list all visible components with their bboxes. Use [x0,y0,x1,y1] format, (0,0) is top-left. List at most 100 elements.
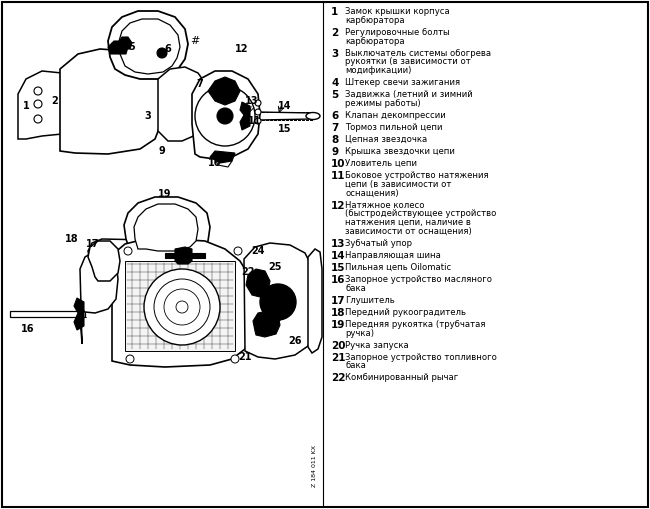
Polygon shape [165,253,205,258]
Text: 9: 9 [331,147,338,157]
Text: 3: 3 [144,111,151,121]
Polygon shape [134,204,198,251]
Text: бака: бака [345,361,366,371]
Polygon shape [60,49,162,154]
Polygon shape [10,311,85,317]
Text: 8: 8 [331,135,338,145]
Text: оснащения): оснащения) [345,189,398,197]
Text: Передний рукооградитель: Передний рукооградитель [345,308,466,317]
Text: Z 184 011 KX: Z 184 011 KX [312,445,317,487]
Polygon shape [240,102,250,130]
Text: 6: 6 [331,111,338,121]
Polygon shape [210,151,235,163]
Text: 3: 3 [331,48,338,59]
Polygon shape [112,239,250,367]
Polygon shape [125,261,235,351]
Text: 18: 18 [331,308,346,318]
Text: режимы работы): режимы работы) [345,99,421,108]
Text: натяжения цепи, наличие в: натяжения цепи, наличие в [345,218,471,227]
Text: 18: 18 [65,234,79,244]
Text: Клапан декомпрессии: Клапан декомпрессии [345,111,446,120]
Text: рукоятки (в зависимости от: рукоятки (в зависимости от [345,58,471,66]
Text: 10: 10 [208,158,222,168]
Text: 19: 19 [331,320,345,330]
Circle shape [255,109,261,115]
Text: 25: 25 [268,262,281,272]
Circle shape [126,355,134,363]
Polygon shape [124,197,210,255]
Text: 11: 11 [331,171,346,181]
Circle shape [164,289,200,325]
Ellipse shape [306,112,320,120]
Circle shape [34,87,42,95]
Text: Тормоз пильной цепи: Тормоз пильной цепи [345,123,443,132]
Text: 14: 14 [278,101,292,111]
Text: ручка): ручка) [345,329,374,337]
Text: Замок крышки корпуса: Замок крышки корпуса [345,7,450,16]
Text: 17: 17 [331,296,346,306]
Text: 16: 16 [21,324,34,334]
Text: 2: 2 [331,28,338,38]
Circle shape [255,118,261,124]
Text: Запорное устройство масляного: Запорное устройство масляного [345,275,492,284]
Polygon shape [80,251,118,344]
Circle shape [231,355,239,363]
Text: 17: 17 [86,239,99,249]
Text: цепи (в зависимости от: цепи (в зависимости от [345,180,451,189]
Circle shape [157,48,167,58]
Text: 23: 23 [268,314,281,324]
Text: 5: 5 [129,42,135,52]
Text: карбюратора: карбюратора [345,16,404,25]
Text: 13: 13 [245,96,259,106]
Text: Задвижка (летний и зимний: Задвижка (летний и зимний [345,90,473,99]
Polygon shape [108,41,128,54]
Text: 2: 2 [51,96,58,106]
Text: Пильная цепь Oilomatic: Пильная цепь Oilomatic [345,263,451,272]
Text: Зубчатый упор: Зубчатый упор [345,239,412,248]
Text: 24: 24 [252,246,265,256]
Text: Натяжное колесо: Натяжное колесо [345,201,424,210]
Text: Передняя рукоятка (трубчатая: Передняя рукоятка (трубчатая [345,320,486,329]
Circle shape [176,301,188,313]
Text: Выключатель системы обогрева: Выключатель системы обогрева [345,48,491,58]
Polygon shape [18,71,82,139]
Polygon shape [88,239,205,261]
Polygon shape [175,247,192,264]
Polygon shape [246,269,270,297]
Text: 21: 21 [331,353,346,362]
Text: 5: 5 [331,90,338,100]
Text: 14: 14 [331,251,346,261]
Text: 22: 22 [331,374,346,383]
Polygon shape [108,11,188,79]
Text: модификации): модификации) [345,66,411,75]
Text: Регулировочные болты: Регулировочные болты [345,28,450,37]
Text: Крышка звездочки цепи: Крышка звездочки цепи [345,147,455,156]
Text: 21: 21 [239,352,252,362]
Circle shape [124,247,132,255]
Circle shape [260,284,296,320]
Circle shape [34,100,42,108]
Text: 12: 12 [331,201,346,211]
Text: #: # [190,36,200,46]
Text: Ручка запуска: Ручка запуска [345,341,409,350]
Polygon shape [158,67,210,141]
Text: 10: 10 [331,159,346,169]
Polygon shape [215,155,232,167]
Text: 8: 8 [218,114,226,124]
Polygon shape [88,241,120,281]
Text: 15: 15 [278,124,292,134]
Circle shape [217,108,233,124]
Circle shape [255,100,261,106]
Text: карбюратора: карбюратора [345,37,404,46]
Text: Уловитель цепи: Уловитель цепи [345,159,417,168]
Text: 16: 16 [331,275,346,285]
Text: 26: 26 [288,336,302,346]
Circle shape [34,115,42,123]
Circle shape [195,86,255,146]
Polygon shape [253,311,280,337]
Polygon shape [118,37,132,49]
Polygon shape [244,243,314,359]
Text: 11: 11 [248,116,262,126]
Text: 22: 22 [241,267,255,277]
Text: Боковое устройство натяжения: Боковое устройство натяжения [345,171,489,180]
